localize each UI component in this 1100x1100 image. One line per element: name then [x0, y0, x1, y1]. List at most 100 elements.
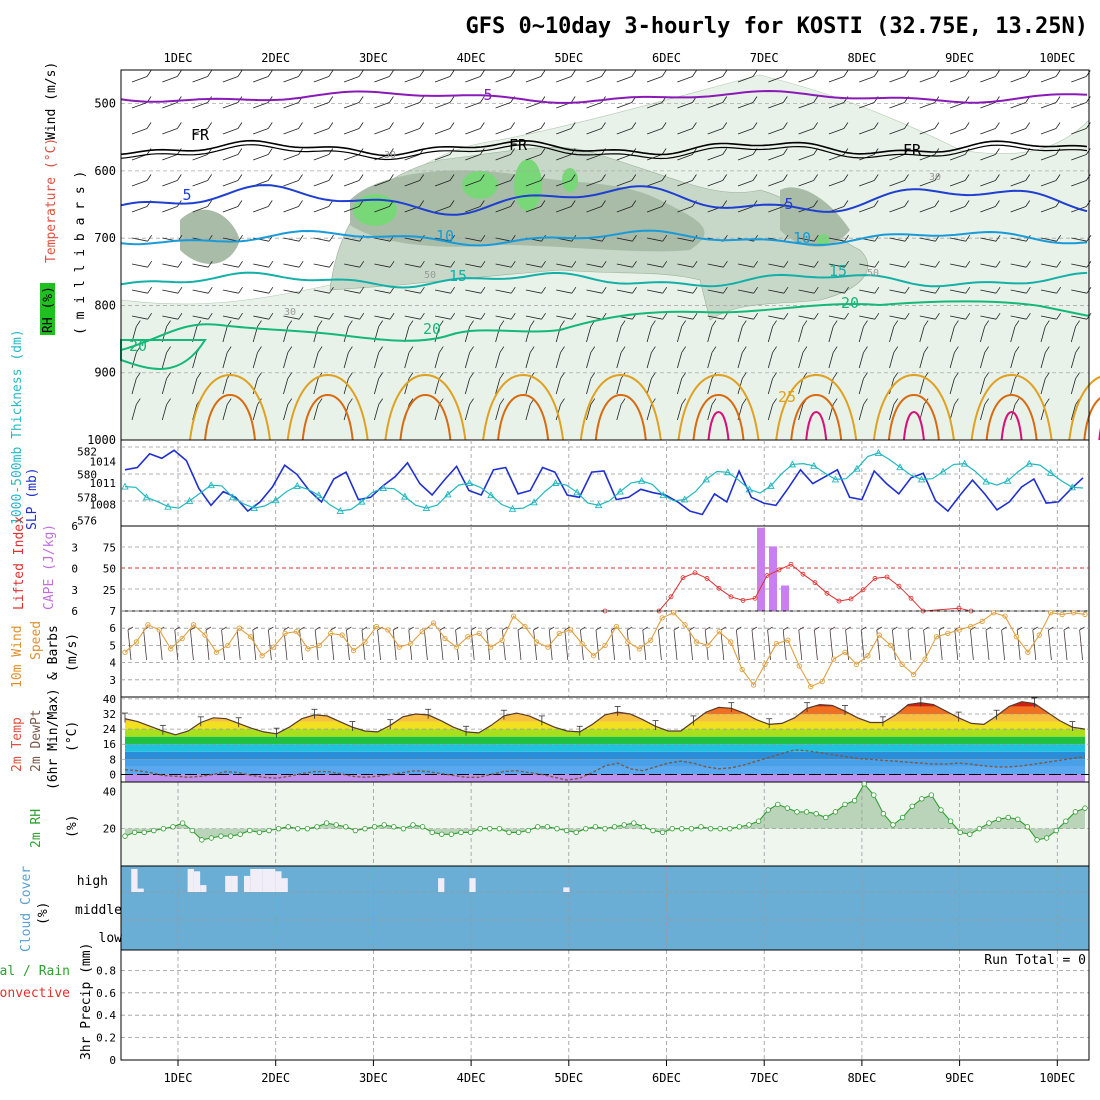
wind-barb: [1075, 372, 1080, 379]
wind-barb: [287, 398, 293, 405]
wind-barb: [135, 346, 141, 353]
wind-barb: [434, 404, 440, 421]
wind-barb: [389, 286, 395, 294]
wind-barb: [1025, 122, 1031, 129]
wind-barb: [949, 352, 955, 369]
thickness-panel-frame: [120, 439, 1090, 527]
rh2m-point: [429, 829, 435, 836]
wind-barb: [404, 76, 420, 83]
wind-barb: [465, 289, 482, 294]
rh2m-point: [304, 825, 311, 832]
li-point: [764, 573, 770, 578]
wind10-unit: (m/s): [65, 633, 80, 672]
wind-barb: [298, 174, 303, 181]
slp-point: [573, 488, 581, 496]
wind-barb: [556, 315, 572, 320]
rh2m-point: [323, 820, 330, 826]
wind-barb: [222, 128, 239, 135]
wind-barb: [681, 346, 687, 353]
wind-barb: [873, 70, 879, 77]
wind-barb: [328, 122, 334, 129]
thickness-tick-label: 578: [77, 491, 97, 504]
wind10-barb: [564, 626, 571, 631]
wind10-barb: [439, 629, 444, 661]
wind-barb: [1085, 200, 1091, 207]
wind-barb: [692, 286, 698, 294]
rh2m-point: [1063, 818, 1069, 824]
wind-barb: [677, 206, 693, 213]
wind-barb: [984, 372, 990, 379]
li-point: [812, 580, 818, 586]
wind-barb: [954, 346, 959, 353]
li-point: [692, 570, 698, 576]
wind-barb: [374, 315, 391, 320]
rh2m-point: [343, 824, 349, 830]
wind-barb: [843, 122, 849, 129]
cloud-high-bar: [438, 878, 445, 892]
wind-barb: [434, 76, 451, 83]
contour-label: FR: [903, 141, 922, 159]
wind-barb: [540, 174, 546, 181]
wind-barb: [772, 346, 777, 353]
wind-barb: [723, 312, 728, 320]
wind-barb: [480, 234, 486, 242]
wind-barb: [662, 260, 668, 268]
wind-tick-label: 7: [109, 605, 116, 618]
precip-tick-label: 0.4: [96, 1009, 116, 1022]
slp-point: [616, 487, 624, 495]
wind-barb: [616, 404, 622, 421]
wind-barb: [1040, 378, 1046, 395]
wind-barb: [1014, 398, 1020, 405]
wind-barb: [253, 315, 269, 320]
wind-barb: [919, 76, 935, 83]
wind-barb: [434, 102, 451, 109]
wind-barb: [389, 148, 394, 155]
wind-barb: [741, 320, 747, 327]
wind-barb: [813, 200, 818, 207]
wind-barb: [632, 286, 637, 294]
wind10-barb: [502, 626, 508, 631]
wind10-barb: [221, 626, 227, 631]
wind-barb: [317, 346, 323, 353]
rh2m-point: [592, 824, 599, 830]
wind-barb: [434, 315, 451, 320]
wind-barb: [707, 102, 723, 109]
wind-barb: [768, 206, 784, 213]
temp-tick-label: 16: [103, 738, 116, 751]
rh2m-point: [861, 781, 867, 787]
slp-point: [185, 496, 194, 504]
wind-barb: [560, 398, 565, 405]
wind-barb: [828, 76, 845, 83]
wind-barb: [984, 320, 990, 327]
wind-barb: [434, 378, 440, 395]
wind-barb: [328, 70, 334, 77]
wind10-barb: [611, 629, 615, 661]
wind-barb: [1075, 320, 1080, 327]
rh2m-point: [237, 831, 243, 837]
rh2m-point: [688, 825, 695, 832]
wind-barb: [510, 70, 515, 77]
rh2m-point: [515, 829, 522, 836]
wind-barb: [752, 122, 758, 129]
wind10-barb: [938, 629, 943, 661]
wind-barb: [843, 70, 849, 77]
wind-barb: [586, 326, 592, 343]
wind-barb: [859, 263, 875, 268]
wind-barb: [222, 378, 228, 395]
temp-dewpt-panel: 0 8 16 24 32 40: [103, 693, 1090, 783]
wind-barb: [434, 128, 451, 135]
wind-barb: [677, 76, 693, 83]
wind-barb: [222, 154, 239, 161]
precip-label-b: Convective: [0, 986, 70, 1001]
wind-barb: [162, 289, 179, 294]
wind-barb: [449, 96, 455, 103]
wind-barb: [923, 320, 929, 327]
wind-barb: [343, 352, 349, 369]
wind10-barb: [424, 629, 428, 661]
wind-barb: [677, 128, 693, 135]
wind-barb: [541, 286, 546, 294]
pressure-tick-label: 1000: [87, 433, 116, 447]
wind-barb: [162, 263, 179, 268]
rh2m-point: [842, 801, 848, 808]
wind-barb: [1085, 174, 1091, 181]
